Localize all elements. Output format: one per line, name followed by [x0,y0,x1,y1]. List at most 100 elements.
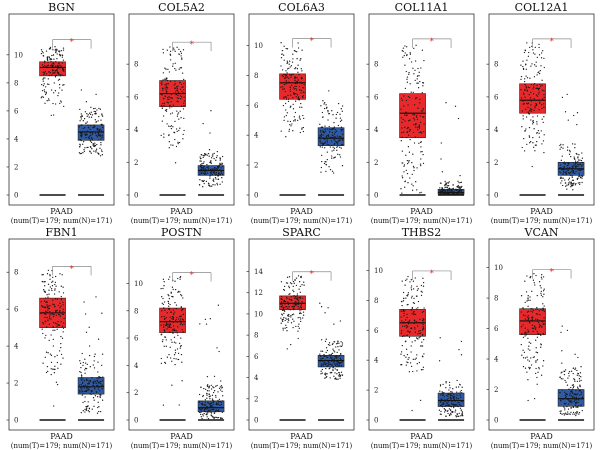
data-point [326,373,328,375]
data-point [286,76,289,78]
data-point [162,287,164,290]
data-point [559,148,561,150]
data-point [295,325,297,328]
data-point [573,379,576,381]
data-point [282,75,285,78]
data-point [179,88,182,90]
data-point [288,81,290,83]
data-point [293,290,295,293]
data-point [333,157,335,159]
data-point [183,323,185,325]
data-point [439,384,442,386]
data-point [405,111,407,113]
data-point [441,391,443,393]
data-point [338,371,340,374]
data-point [221,181,223,183]
data-point [176,97,178,99]
data-point [297,275,300,277]
data-point [180,322,182,324]
data-point [331,356,333,358]
data-point [406,78,408,80]
data-point [524,84,526,86]
data-point [215,403,217,405]
data-point [320,350,322,352]
data-point [80,89,83,91]
data-point [94,381,96,383]
data-point [459,174,461,177]
data-point [211,155,214,157]
data-point [319,360,321,363]
data-point [447,401,449,403]
data-point [179,291,181,293]
data-point [294,76,296,78]
data-point [80,387,82,389]
data-point [422,162,425,165]
data-point [167,308,170,310]
data-point [82,401,84,404]
data-point [337,141,339,143]
data-point [177,141,179,143]
data-point [62,59,65,61]
data-point [53,372,56,374]
data-point [282,88,284,90]
data-point [161,81,163,83]
data-point [528,322,531,324]
data-point [79,108,81,111]
data-point [290,343,292,346]
data-point [459,391,461,393]
data-point [292,303,294,305]
data-point [214,184,216,186]
data-point [284,77,286,79]
data-point [169,107,171,109]
data-point [169,357,172,359]
data-point [560,167,563,170]
data-point [446,399,448,401]
data-point [568,388,570,390]
data-point [413,117,415,119]
data-point [180,96,183,98]
data-point [423,123,425,125]
data-point [334,351,336,353]
x-sublabel: (num(T)=179; num(N)=171) [11,217,113,225]
data-point [81,124,83,126]
data-point [168,98,170,101]
data-point [46,365,49,368]
data-point [538,71,540,73]
data-point [400,330,403,332]
data-point [90,393,92,396]
data-point [321,350,324,352]
data-point [539,323,541,326]
data-point [319,355,322,357]
data-point [439,390,441,392]
data-point [218,398,221,401]
y-tick-label: 0 [374,417,378,425]
data-point [165,85,168,87]
data-point [421,345,424,347]
series-T-box [399,93,426,139]
data-point [530,97,532,99]
data-point [572,411,575,414]
data-point [163,315,165,318]
data-point [98,375,100,378]
data-point [320,364,323,366]
data-point [452,403,455,406]
data-point [50,373,52,376]
data-point [87,126,90,129]
data-point [325,367,327,370]
data-point [324,102,326,104]
data-point [422,108,424,110]
data-point [201,167,203,169]
data-point [524,108,527,110]
data-point [558,167,561,169]
data-point [540,85,542,87]
data-point [62,310,64,312]
data-point [300,318,302,320]
data-point [291,61,294,63]
data-point [164,84,166,86]
data-point [57,67,59,70]
data-point [453,190,455,192]
data-point [565,381,567,383]
data-point [410,365,413,368]
data-point [337,143,339,145]
